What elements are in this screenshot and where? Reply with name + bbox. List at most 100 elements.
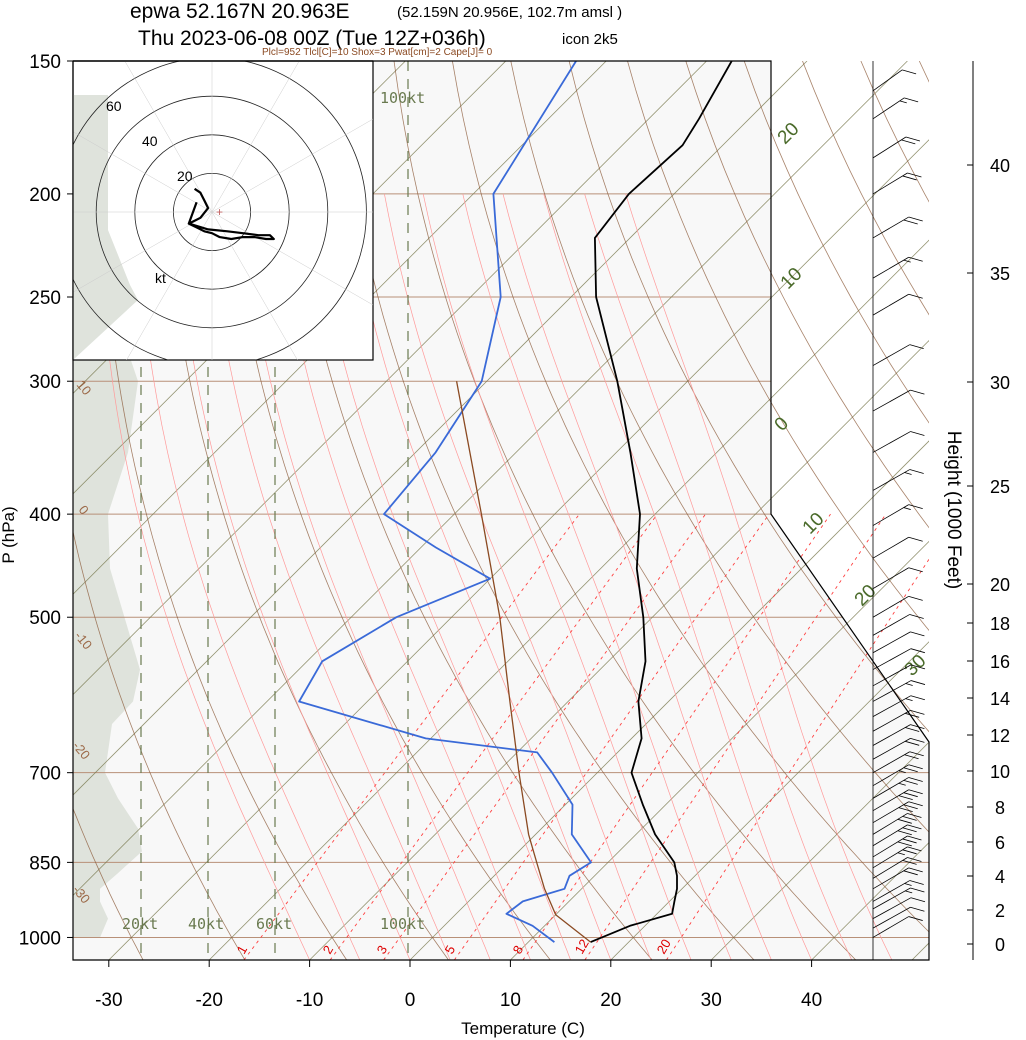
pressure-tick-label: 700 [29, 764, 61, 785]
wind-barb-flag [902, 175, 917, 181]
wind-barb-half [898, 782, 906, 786]
moist-adiabat [173, 193, 411, 960]
wind-barb-flag [908, 867, 923, 873]
height-tick-label: 14 [990, 689, 1010, 709]
plot-frame [72, 60, 930, 961]
dry-adiabat [978, 61, 1026, 960]
wind-barb-shaft [872, 824, 908, 847]
dry-adiabat [393, 61, 857, 960]
wind-barb-shaft [872, 631, 911, 654]
wind-barb-flag [910, 389, 925, 395]
isotherm-line [510, 540, 929, 960]
wind-barb-flag [910, 648, 925, 654]
wind-barb-shaft [872, 789, 909, 812]
wind-barb [872, 764, 923, 787]
wind-barb-flag [910, 664, 926, 670]
wind-barb [872, 631, 925, 654]
dry-adiabat [627, 61, 929, 631]
wind-barb-shaft [872, 216, 909, 239]
wind-barb-flag [903, 804, 918, 810]
pressure-tick-label: 150 [29, 52, 61, 73]
hodograph: 20 40 60 kt + [72, 60, 374, 361]
height-tick-label: 35 [990, 264, 1010, 284]
dry-adiabat [335, 61, 755, 960]
pressure-tick-label: 250 [29, 288, 61, 309]
wind-barb [872, 709, 925, 732]
wind-barb-flag [908, 595, 923, 601]
wind-barb-flag [908, 916, 923, 921]
speed-label-bottom: 40kt [188, 915, 224, 933]
hodograph-unit-label: kt [155, 270, 166, 286]
wind-barb [872, 887, 925, 910]
wind-barb [872, 469, 924, 491]
height-tick-label: 25 [990, 477, 1010, 497]
wind-barb-shaft [872, 97, 905, 120]
wind-barb-shaft [872, 801, 909, 824]
wind-barb-half [897, 852, 905, 856]
wind-barb-flag [905, 740, 920, 746]
wind-barb-half [903, 259, 911, 263]
indices-line: Plcl=952 Tlcl[C]=10 Shox=3 Pwat[cm]=2 Ca… [262, 47, 493, 58]
wind-barb [872, 216, 923, 239]
wind-barb-flag [897, 818, 912, 824]
wind-barb-shaft [872, 867, 909, 890]
wind-barb-shaft [872, 664, 912, 687]
wind-barb-flag [907, 846, 922, 852]
wind-barb [872, 431, 925, 453]
hodograph-ring-label: 20 [177, 168, 193, 184]
wind-barb-flag [908, 256, 923, 262]
wind-barb-half [905, 890, 913, 894]
dry-adiabat [685, 61, 929, 529]
wind-barb-flag [903, 219, 918, 225]
wind-barb-shaft [872, 469, 910, 491]
wind-barb-flag [903, 779, 918, 785]
temperature-tick-label: 40 [801, 990, 822, 1011]
pressure-tick-label: 400 [29, 505, 61, 526]
hodograph-shade [73, 95, 138, 360]
temperature-tick-label: -10 [296, 990, 323, 1011]
wind-barb-half [898, 770, 906, 774]
grid-point-info: (52.159N 20.956E, 102.7m amsl ) [397, 4, 622, 21]
height-tick-label: 6 [995, 833, 1005, 853]
wind-barb-flag [901, 139, 916, 145]
wind-barb-flag [903, 870, 918, 876]
wind-barb-flag [910, 431, 925, 436]
wind-barb-flag [908, 536, 923, 542]
temperature-tick-label: 10 [500, 990, 521, 1011]
wind-barb [872, 880, 924, 902]
isotherm-line [73, 61, 908, 896]
wind-barb-flag [905, 136, 921, 142]
wind-barb-flag [897, 830, 912, 836]
wind-barb-flag [910, 906, 925, 912]
wind-barbs [872, 61, 926, 960]
wind-barb-shaft [872, 680, 912, 702]
pressure-tick-label: 1000 [19, 928, 61, 949]
moist-adiabat [462, 193, 732, 960]
wind-barb-flag [907, 813, 922, 818]
height-tick-label: 4 [995, 867, 1005, 887]
wind-barb [872, 680, 926, 702]
mixing-ratio-line [666, 558, 929, 960]
wind-barb-shaft [872, 69, 903, 92]
temperature-tick-label: 20 [600, 990, 621, 1011]
isotherm-label: 20 [851, 581, 881, 611]
height-tick-label: 0 [995, 935, 1005, 955]
wind-barb-flag [910, 887, 925, 893]
wind-barb-flag [903, 767, 918, 773]
wind-barb [872, 724, 925, 746]
wind-barb-half [899, 100, 907, 104]
wind-barb-shaft [872, 614, 910, 636]
wind-barb-shaft [872, 536, 909, 559]
height-tick-label: 2 [995, 901, 1005, 921]
wind-barb-shaft [872, 172, 908, 195]
wind-barb [872, 777, 923, 799]
hodograph-inner [73, 61, 373, 360]
isotherm-label: 20 [774, 119, 804, 149]
temperature-tick-label: 30 [701, 990, 722, 1011]
wind-barb-shaft [872, 751, 910, 774]
wind-barb-flag [901, 69, 917, 75]
wind-barb-flag [910, 897, 926, 903]
dry-adiabat [743, 61, 929, 424]
wind-barb-shaft [872, 813, 908, 835]
moist-adiabat [134, 193, 361, 960]
